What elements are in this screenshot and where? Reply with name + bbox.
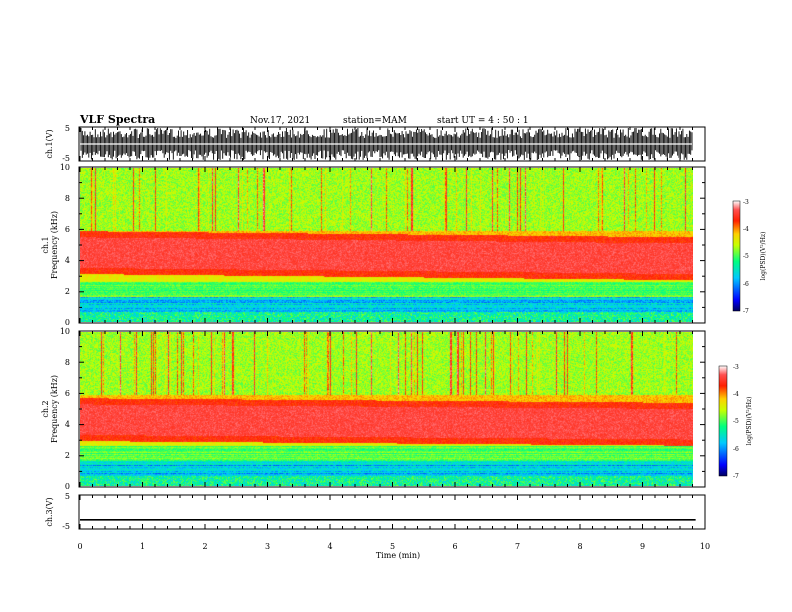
xtick-label-4: 4 xyxy=(327,542,332,551)
x-axis-tick-labels: 0 1 2 3 4 5 6 7 8 9 10 xyxy=(77,542,710,551)
ch2-colorbar-label: log(PSD)(V²/Hz) xyxy=(746,397,753,446)
xtick-label-0: 0 xyxy=(77,542,82,551)
ch3-ytick-bottom: -5 xyxy=(62,522,70,531)
ch2-ytick-8: 8 xyxy=(65,358,70,367)
ch2-colorbar: -3 -4 -5 -6 -7 log(PSD)(V²/Hz) xyxy=(718,364,753,480)
xtick-label-6: 6 xyxy=(452,542,457,551)
start-time-label: start UT = 4 : 50 : 1 xyxy=(437,116,529,126)
ch2-cb-tick-m7: -7 xyxy=(733,473,739,480)
ch1-colorbar-gradient xyxy=(732,200,741,312)
ch1-cb-tick-m7: -7 xyxy=(743,308,749,315)
xtick-label-2: 2 xyxy=(202,542,207,551)
ch2-cb-tick-m5: -5 xyxy=(733,418,739,425)
ch1-colorbar: -3 -4 -5 -6 -7 log(PSD)(V²/Hz) xyxy=(732,199,767,315)
ch1-spectrogram-image xyxy=(80,168,693,322)
ch1-spec-ylabel-freq: Frequency (kHz) xyxy=(50,211,59,279)
ch2-spec-ylabel-channel: ch.2 xyxy=(41,400,50,417)
xtick-label-10: 10 xyxy=(700,542,710,551)
ch2-ytick-4: 4 xyxy=(65,420,70,429)
ch1-waveform-panel: 5 -5 ch.1(V) xyxy=(45,124,706,163)
ch2-cb-tick-m4: -4 xyxy=(733,391,739,398)
ch1-spec-ylabel-channel: ch.1 xyxy=(41,236,50,253)
ch2-ytick-0: 0 xyxy=(65,482,70,491)
ch2-spec-ylabel-freq: Frequency (kHz) xyxy=(50,375,59,443)
ch1-waveform-ylabel: ch.1(V) xyxy=(45,129,54,158)
ch1-ytick-6: 6 xyxy=(65,225,70,234)
figure-title: VLF Spectra xyxy=(79,113,155,126)
ch1-cb-tick-m6: -6 xyxy=(743,281,749,288)
ch2-ytick-10: 10 xyxy=(60,327,70,336)
ch3-waveform-ylabel: ch.3(V) xyxy=(45,497,54,526)
xtick-label-9: 9 xyxy=(640,542,645,551)
xtick-label-8: 8 xyxy=(577,542,582,551)
ch2-cb-tick-m3: -3 xyxy=(733,364,739,371)
ch3-ytick-top: 5 xyxy=(65,492,70,501)
date-label: Nov.17, 2021 xyxy=(250,116,310,126)
xtick-label-1: 1 xyxy=(140,542,145,551)
ch1-ytick-4: 4 xyxy=(65,256,70,265)
ch1-ytick-2: 2 xyxy=(65,287,70,296)
ch2-ytick-6: 6 xyxy=(65,389,70,398)
ch2-ytick-2: 2 xyxy=(65,451,70,460)
ch1-ytick-bottom: -5 xyxy=(62,154,70,163)
xtick-label-7: 7 xyxy=(515,542,520,551)
xtick-label-5: 5 xyxy=(390,542,395,551)
ch2-colorbar-gradient xyxy=(718,365,728,477)
ch1-cb-tick-m3: -3 xyxy=(743,199,749,206)
ch1-colorbar-label: log(PSD)(V²/Hz) xyxy=(760,232,767,281)
axis-ticks xyxy=(79,127,706,529)
ch1-ytick-top: 5 xyxy=(65,124,70,133)
xtick-label-3: 3 xyxy=(265,542,270,551)
ch1-ytick-0: 0 xyxy=(65,318,70,327)
ch1-ytick-8: 8 xyxy=(65,194,70,203)
ch1-spectrogram-panel: 10 8 6 4 2 0 ch.1 Frequency (kHz) xyxy=(41,163,706,327)
ch3-waveform-frame xyxy=(78,494,706,530)
ch2-spectrogram-panel: 10 8 6 4 2 0 ch.2 Frequency (kHz) xyxy=(41,327,706,491)
x-axis-label: Time (min) xyxy=(376,551,420,560)
station-label: station=MAM xyxy=(343,116,407,126)
ch1-cb-tick-m5: -5 xyxy=(743,253,749,260)
ch1-cb-tick-m4: -4 xyxy=(743,226,749,233)
ch2-cb-tick-m6: -6 xyxy=(733,446,739,453)
ch3-waveform-panel: 5 -5 ch.3(V) xyxy=(45,492,706,531)
ch1-ytick-10: 10 xyxy=(60,163,70,172)
ch2-spectrogram-image xyxy=(80,332,693,486)
ch1-waveform-trace xyxy=(80,128,693,160)
